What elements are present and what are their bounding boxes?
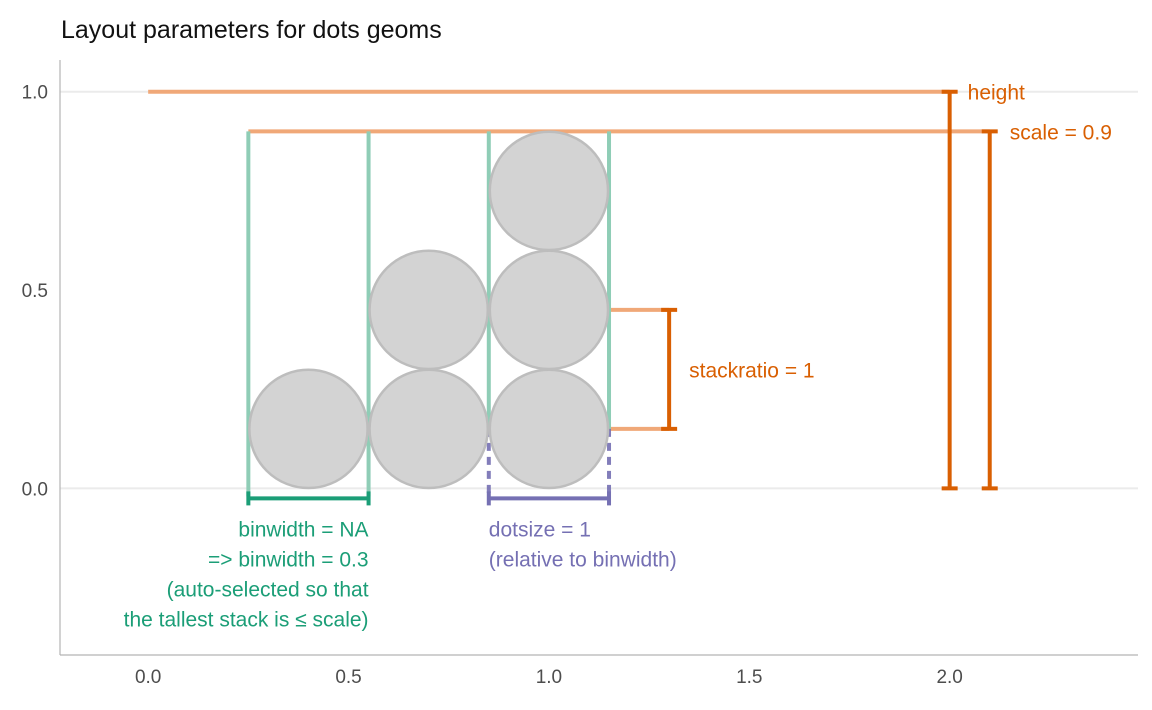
dot <box>488 249 610 371</box>
axes <box>59 60 1138 656</box>
dot <box>368 249 490 371</box>
scale-label: scale = 0.9 <box>1010 121 1112 144</box>
chart-title: Layout parameters for dots geoms <box>61 16 442 44</box>
x-tick-label: 2.0 <box>936 667 962 688</box>
stackratio-bracket <box>661 307 678 431</box>
x-tick-label: 0.0 <box>135 667 161 688</box>
dot <box>368 368 490 490</box>
brackets <box>246 89 998 506</box>
binwidth-label: (auto-selected so that <box>167 578 369 601</box>
dots <box>248 130 610 490</box>
binwidth-label: binwidth = NA <box>238 518 368 541</box>
x-tick-label: 1.0 <box>536 667 562 688</box>
dotsize-bracket <box>486 491 612 506</box>
height-bracket <box>941 89 958 491</box>
y-tick-label: 0.0 <box>22 479 48 500</box>
dot <box>248 368 369 490</box>
binwidth-bracket <box>246 491 371 506</box>
x-tick-label: 0.5 <box>335 667 361 688</box>
x-tick-label: 1.5 <box>736 667 762 688</box>
height-label: height <box>968 82 1025 105</box>
dotsize-label: dotsize = 1 <box>489 518 591 541</box>
dot <box>488 130 610 252</box>
binwidth-label: => binwidth = 0.3 <box>208 548 369 571</box>
dotsize-label: (relative to binwidth) <box>489 548 677 571</box>
y-tick-label: 1.0 <box>22 83 48 104</box>
binwidth-label: the tallest stack is ≤ scale) <box>124 608 369 631</box>
annotations: height scale = 0.9 stackratio = 1 binwidth … <box>124 82 1112 632</box>
scale-bracket <box>981 129 998 491</box>
stackratio-label: stackratio = 1 <box>689 359 814 382</box>
tick-labels: 0.0 0.5 1.0 1.5 2.0 0.0 0.5 1.0 <box>22 83 963 688</box>
y-tick-label: 0.5 <box>22 281 48 302</box>
dot <box>488 368 610 490</box>
